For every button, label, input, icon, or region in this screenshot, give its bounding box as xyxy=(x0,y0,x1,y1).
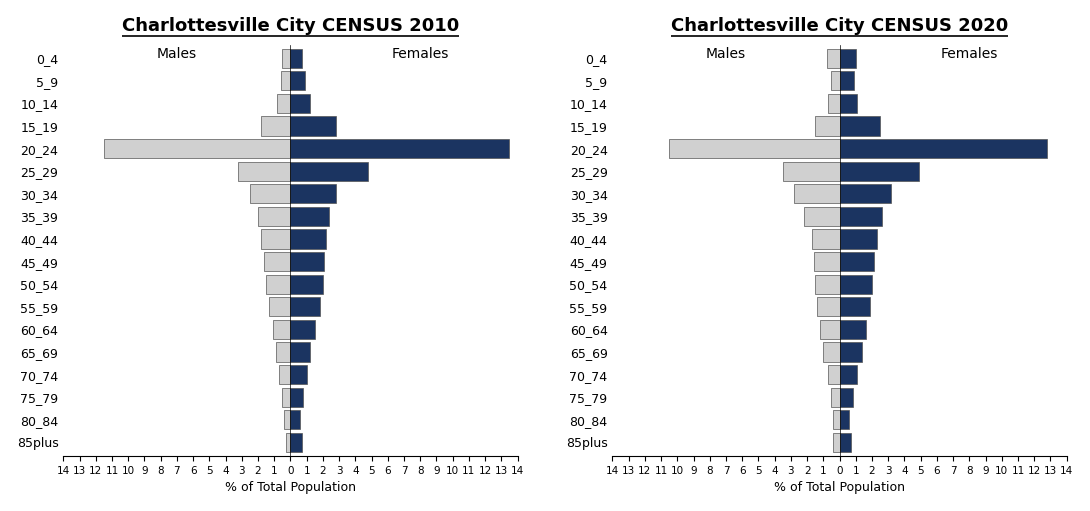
Bar xyxy=(839,184,892,203)
Bar xyxy=(839,320,865,339)
Bar xyxy=(832,71,839,90)
Bar xyxy=(290,94,310,113)
Bar xyxy=(813,252,839,271)
Bar xyxy=(826,49,839,68)
Bar xyxy=(281,71,290,90)
Bar xyxy=(290,274,323,294)
Bar xyxy=(839,139,1047,158)
Bar xyxy=(282,49,290,68)
Bar xyxy=(290,207,329,226)
Bar xyxy=(290,320,315,339)
Bar xyxy=(239,161,290,181)
Bar xyxy=(290,71,305,90)
Bar xyxy=(104,139,290,158)
Bar xyxy=(815,117,839,135)
Bar xyxy=(833,410,839,429)
Text: Males: Males xyxy=(706,47,746,61)
Bar xyxy=(839,207,882,226)
Bar xyxy=(839,410,849,429)
Bar xyxy=(250,184,290,203)
Bar xyxy=(832,388,839,407)
Bar xyxy=(839,71,855,90)
Bar xyxy=(290,388,303,407)
Bar xyxy=(812,229,839,249)
Bar xyxy=(839,161,919,181)
Text: Females: Females xyxy=(941,47,998,61)
Bar xyxy=(839,365,858,384)
Bar xyxy=(828,94,839,113)
Bar xyxy=(839,49,856,68)
Bar xyxy=(839,274,872,294)
Bar xyxy=(290,433,302,452)
Bar xyxy=(283,410,290,429)
Bar xyxy=(262,229,290,249)
Bar xyxy=(839,252,874,271)
Bar xyxy=(839,229,876,249)
X-axis label: % of Total Population: % of Total Population xyxy=(774,481,905,494)
Bar xyxy=(839,297,871,316)
Bar xyxy=(290,49,302,68)
Bar xyxy=(290,229,326,249)
Bar xyxy=(269,297,290,316)
Bar xyxy=(272,320,290,339)
Bar xyxy=(669,139,839,158)
Bar xyxy=(286,433,290,452)
Bar xyxy=(839,94,858,113)
Bar xyxy=(266,274,290,294)
Bar xyxy=(290,365,306,384)
Text: Males: Males xyxy=(157,47,197,61)
Bar xyxy=(828,365,839,384)
Bar xyxy=(290,252,325,271)
Bar xyxy=(839,433,851,452)
Text: Females: Females xyxy=(391,47,449,61)
Bar xyxy=(290,410,300,429)
Bar xyxy=(815,274,839,294)
Bar xyxy=(290,184,336,203)
Bar xyxy=(795,184,839,203)
Bar xyxy=(278,94,290,113)
Bar xyxy=(833,433,839,452)
Bar xyxy=(839,388,852,407)
Bar xyxy=(279,365,290,384)
Bar xyxy=(839,117,880,135)
Bar xyxy=(839,342,862,362)
Bar xyxy=(804,207,839,226)
Title: Charlottesville City CENSUS 2010: Charlottesville City CENSUS 2010 xyxy=(122,17,459,35)
Bar xyxy=(290,117,336,135)
Bar xyxy=(265,252,290,271)
X-axis label: % of Total Population: % of Total Population xyxy=(225,481,356,494)
Bar xyxy=(290,342,310,362)
Bar xyxy=(816,297,839,316)
Bar xyxy=(290,161,368,181)
Bar xyxy=(823,342,839,362)
Bar xyxy=(282,388,290,407)
Bar xyxy=(258,207,290,226)
Bar xyxy=(290,297,319,316)
Bar xyxy=(262,117,290,135)
Bar xyxy=(276,342,290,362)
Title: Charlottesville City CENSUS 2020: Charlottesville City CENSUS 2020 xyxy=(671,17,1008,35)
Bar xyxy=(290,139,509,158)
Bar xyxy=(820,320,839,339)
Bar xyxy=(783,161,839,181)
